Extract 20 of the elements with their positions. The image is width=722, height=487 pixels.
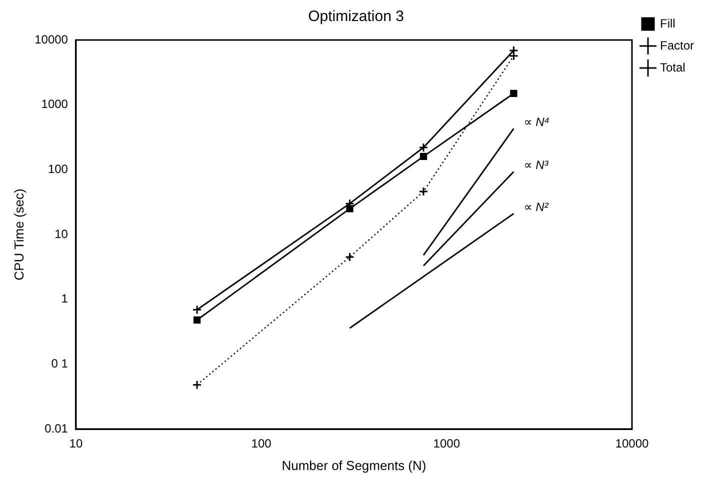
x-axis-title: Number of Segments (N): [282, 458, 426, 473]
chart-title: Optimization 3: [308, 8, 404, 26]
x-tick-label: 10: [69, 436, 83, 451]
y-axis-title: CPU Time (sec): [11, 188, 26, 280]
y-tick-label: 10000: [34, 32, 68, 46]
x-tick-label: 10000: [615, 436, 649, 451]
legend-label: Fill: [660, 16, 676, 30]
annotation: ∝ N²: [524, 200, 550, 214]
y-tick-label: 1000: [41, 97, 68, 112]
y-tick-label: 1: [61, 292, 68, 306]
y-tick-label: 0.01: [44, 421, 68, 436]
annotation: ∝ N³: [524, 158, 550, 172]
legend-label: Factor: [660, 38, 694, 52]
x-tick-label: 100: [251, 436, 272, 451]
y-tick-label: 10: [54, 226, 68, 241]
legend-label: Total: [660, 60, 686, 74]
y-tick-label: 0 1: [51, 356, 68, 370]
y-tick-label: 100: [48, 162, 68, 176]
annotation: ∝ N⁴: [524, 114, 550, 129]
x-tick-label: 1000: [433, 436, 460, 451]
